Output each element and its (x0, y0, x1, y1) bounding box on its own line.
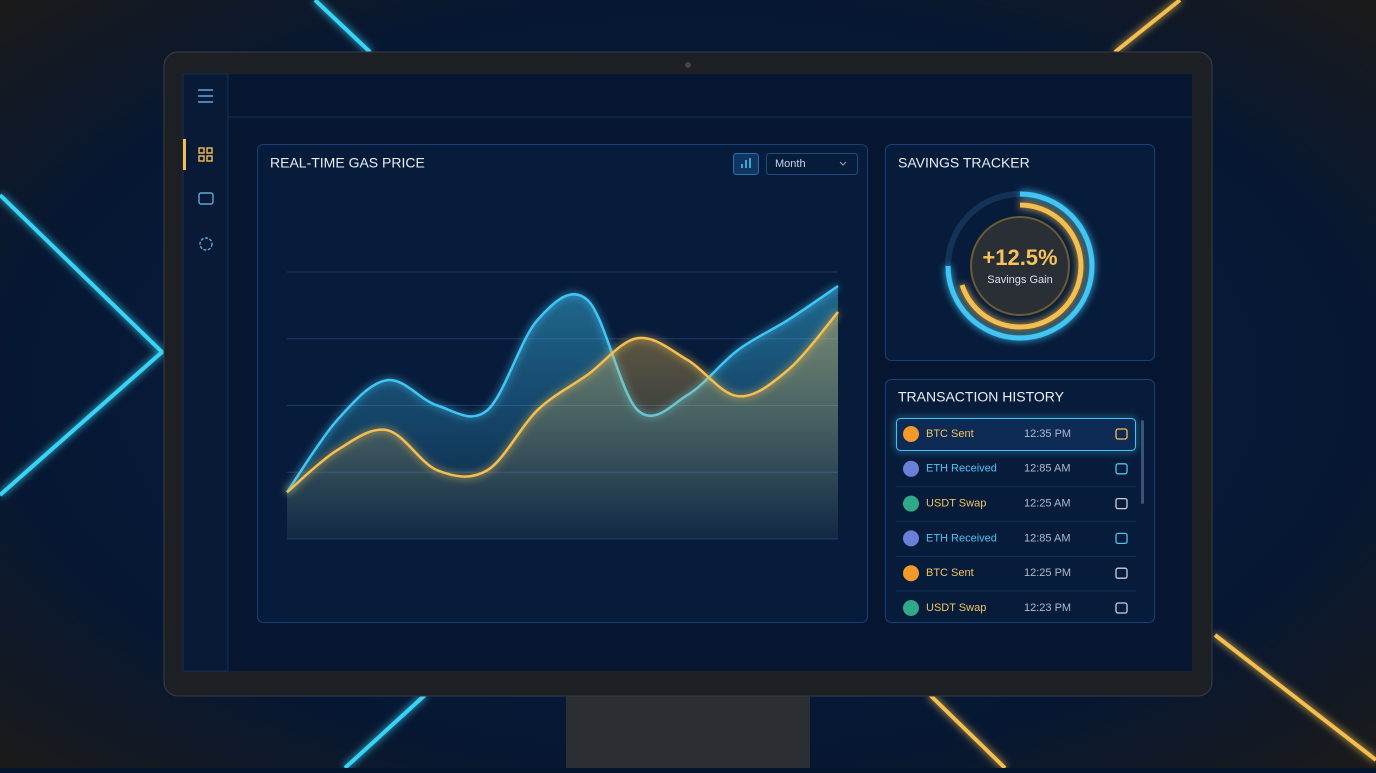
camera (685, 62, 691, 68)
ring-inner (959, 202, 1084, 330)
action-link-icon[interactable] (1115, 463, 1128, 475)
action-wallet-icon[interactable] (1115, 428, 1128, 440)
tx-name[interactable]: ETH Received (926, 532, 997, 544)
scrollbar (1141, 420, 1144, 504)
tx-time: 12:25 PM (1024, 567, 1071, 579)
tx-time: 12:85 AM (1024, 463, 1070, 475)
series-area (287, 312, 838, 539)
series-line (285, 284, 839, 493)
ring-center (970, 216, 1070, 316)
row-highlight (896, 418, 1136, 451)
ring-outer (945, 191, 1095, 341)
coin-icon (903, 565, 919, 582)
tx-name[interactable]: BTC Sent (926, 567, 974, 579)
monitor-stand (566, 690, 810, 768)
tx-time: 12:23 PM (1024, 602, 1071, 614)
coin-icon (903, 600, 919, 616)
tx-time: 12:85 AM (1024, 532, 1070, 544)
tx-name[interactable]: USDT Swap (926, 602, 986, 614)
chart-title: REAL-TIME GAS PRICE (270, 155, 425, 171)
coin-icon (903, 495, 919, 512)
action-swap-icon[interactable] (1115, 602, 1128, 614)
action-swap-icon[interactable] (1115, 567, 1128, 579)
series-line (286, 311, 839, 494)
settings-icon[interactable] (199, 237, 213, 251)
savings-caption: Savings Gain (987, 274, 1052, 286)
dashboard-icon[interactable] (198, 147, 213, 162)
active-indicator (183, 139, 186, 170)
sidebar (182, 73, 229, 672)
range-label: Month (775, 158, 806, 170)
bar-icon (741, 158, 751, 168)
dropdown-arrow (839, 161, 847, 166)
tx-name[interactable]: BTC Sent (926, 428, 974, 440)
coin-icon (903, 426, 919, 442)
savings-title: SAVINGS TRACKER (898, 155, 1030, 171)
tx-time: 12:35 PM (1024, 428, 1071, 440)
tx-name[interactable]: ETH Received (926, 463, 997, 475)
savings-value: +12.5% (982, 245, 1057, 270)
range-dropdown[interactable] (766, 153, 858, 175)
action-swap-icon[interactable] (1115, 497, 1128, 510)
tx-name[interactable]: USDT Swap (926, 498, 986, 510)
menu-icon[interactable] (198, 89, 213, 103)
action-link-icon[interactable] (1115, 532, 1128, 545)
coin-icon (903, 530, 919, 547)
transactions-title: TRANSACTION HISTORY (898, 389, 1065, 405)
wallet-icon[interactable] (198, 192, 214, 205)
tx-time: 12:25 AM (1024, 498, 1070, 510)
coin-icon (903, 460, 919, 477)
